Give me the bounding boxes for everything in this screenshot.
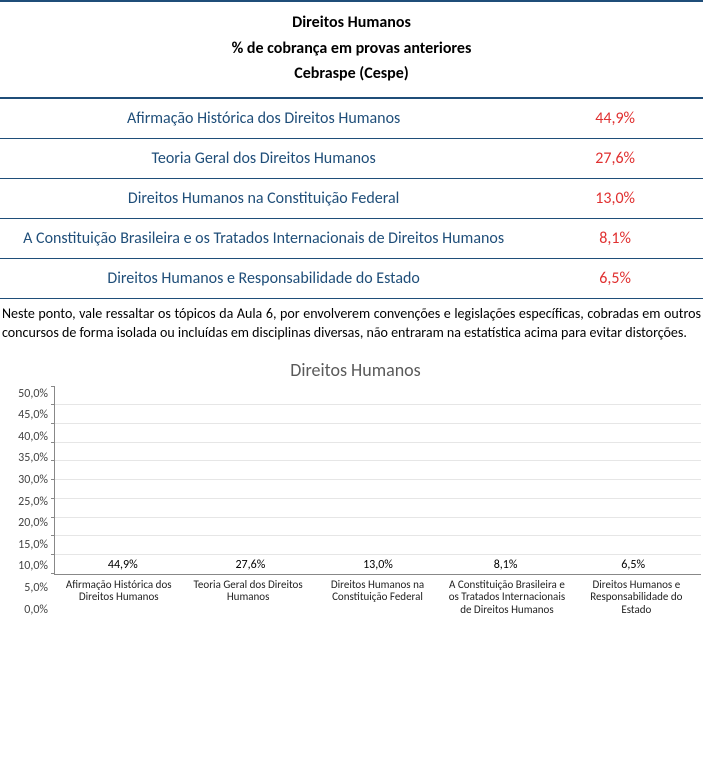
table-row: Direitos Humanos na Constituição Federal… (0, 178, 703, 218)
topic-cell: Direitos Humanos e Responsabilidade do E… (0, 258, 527, 298)
topic-cell: Afirmação Histórica dos Direitos Humanos (0, 99, 527, 139)
table-row: A Constituição Brasileira e os Tratados … (0, 218, 703, 258)
bar-value-label: 8,1% (494, 558, 518, 572)
chart-x-axis: Afirmação Histórica dos Direitos Humanos… (54, 575, 701, 617)
y-tick-label: 40,0% (18, 430, 48, 444)
header-title-2: % de cobrança em provas anteriores (0, 36, 703, 62)
bar-value-label: 44,9% (108, 558, 138, 572)
topic-cell: A Constituição Brasileira e os Tratados … (0, 218, 527, 258)
y-tick-label: 30,0% (18, 473, 48, 487)
x-tick-label: A Constituição Brasileira e os Tratados … (442, 579, 571, 617)
percent-cell: 6,5% (527, 258, 703, 298)
chart-plot-area: 44,9% 27,6% 13,0% 8,1% 6,5% (54, 387, 701, 575)
y-tick-label: 25,0% (18, 495, 48, 509)
header-title-3: Cebraspe (Cespe) (0, 61, 703, 87)
chart-title: Direitos Humanos (10, 359, 701, 381)
y-tick-label: 35,0% (18, 451, 48, 465)
y-tick-label: 0,0% (24, 603, 48, 617)
y-tick-label: 50,0% (18, 387, 48, 401)
y-tick-label: 5,0% (24, 581, 48, 595)
header-title-1: Direitos Humanos (0, 10, 703, 36)
bar-value-label: 6,5% (621, 558, 645, 572)
percent-cell: 8,1% (527, 218, 703, 258)
topics-table: Afirmação Histórica dos Direitos Humanos… (0, 99, 703, 299)
bar-chart: Direitos Humanos 50,0% 45,0% 40,0% 35,0% 30,… (0, 355, 703, 623)
table-row: Afirmação Histórica dos Direitos Humanos… (0, 99, 703, 139)
percent-cell: 44,9% (527, 99, 703, 139)
x-tick-label: Teoria Geral dos Direitos Humanos (183, 579, 312, 617)
header-block: Direitos Humanos % de cobrança em provas… (0, 0, 703, 99)
bar-value-label: 27,6% (235, 558, 265, 572)
table-row: Teoria Geral dos Direitos Humanos27,6% (0, 138, 703, 178)
y-tick-label: 45,0% (18, 408, 48, 422)
y-tick-label: 10,0% (18, 559, 48, 573)
bar-value-label: 13,0% (363, 558, 393, 572)
chart-y-axis: 50,0% 45,0% 40,0% 35,0% 30,0% 25,0% 20,0% 15,0%… (10, 387, 54, 617)
x-tick-label: Afirmação Histórica dos Direitos Humanos (54, 579, 183, 617)
percent-cell: 27,6% (527, 138, 703, 178)
y-tick-label: 20,0% (18, 516, 48, 530)
x-tick-label: Direitos Humanos na Constituição Federal (313, 579, 442, 617)
y-tick-label: 15,0% (18, 538, 48, 552)
x-tick-label: Direitos Humanos e Responsabilidade do E… (572, 579, 701, 617)
topic-cell: Direitos Humanos na Constituição Federal (0, 178, 527, 218)
table-row: Direitos Humanos e Responsabilidade do E… (0, 258, 703, 298)
percent-cell: 13,0% (527, 178, 703, 218)
topic-cell: Teoria Geral dos Direitos Humanos (0, 138, 527, 178)
footnote-text: Neste ponto, vale ressaltar os tópicos d… (0, 299, 703, 355)
